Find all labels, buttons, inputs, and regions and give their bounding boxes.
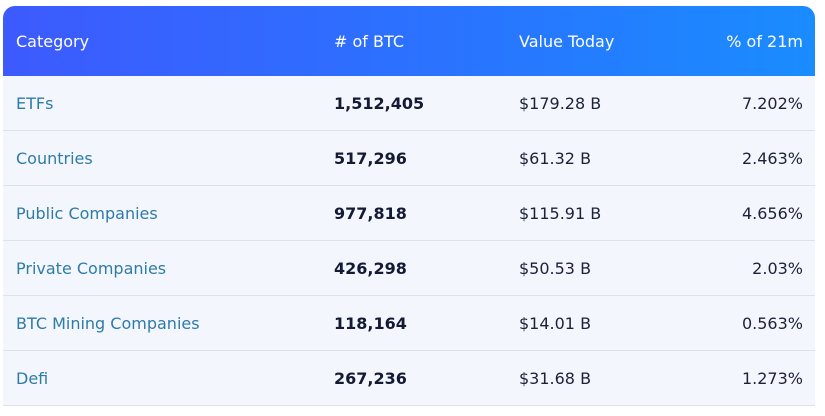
percent-supply: 4.656% xyxy=(741,203,803,223)
header-cell: # of BTC xyxy=(334,31,404,51)
btc-amount: 118,164 xyxy=(334,313,407,333)
btc-amount: 426,298 xyxy=(334,258,407,278)
percent-supply: 1.273% xyxy=(741,368,803,388)
btc-amount: 267,236 xyxy=(334,368,407,388)
value-today: $61.32 B xyxy=(519,148,592,168)
table-row: Defi 267,236 $31.68 B 1.273% xyxy=(3,351,815,406)
category-link[interactable]: Public Companies xyxy=(16,203,158,223)
percent-supply: 2.463% xyxy=(741,148,803,168)
percent-supply: 7.202% xyxy=(741,93,803,113)
header-cell: Category xyxy=(16,31,90,51)
category-link[interactable]: ETFs xyxy=(16,93,54,113)
value-today: $50.53 B xyxy=(519,258,592,278)
value-today: $31.68 B xyxy=(519,368,592,388)
table-row: ETFs 1,512,405 $179.28 B 7.202% xyxy=(3,76,815,131)
value-today: $14.01 B xyxy=(519,313,592,333)
table-header: Category # of BTC Value Today % of 21m xyxy=(3,6,815,76)
percent-supply: 2.03% xyxy=(752,258,803,278)
header-cell: % of 21m xyxy=(726,31,803,51)
table-body: ETFs 1,512,405 $179.28 B 7.202% Countries 517… xyxy=(3,76,815,406)
table-row: BTC Mining Companies 118,164 $14.01 B 0.563… xyxy=(3,296,815,351)
percent-supply: 0.563% xyxy=(741,313,803,333)
btc-amount: 517,296 xyxy=(334,148,407,168)
holdings-table: Category # of BTC Value Today % of 21m ETFs… xyxy=(3,6,815,406)
table-row: Public Companies 977,818 $115.91 B 4.656% xyxy=(3,186,815,241)
category-link[interactable]: Private Companies xyxy=(16,258,167,278)
category-link[interactable]: Defi xyxy=(16,368,49,388)
header-cell: Value Today xyxy=(519,31,615,51)
value-today: $115.91 B xyxy=(519,203,602,223)
table-row: Private Companies 426,298 $50.53 B 2.03% xyxy=(3,241,815,296)
btc-amount: 977,818 xyxy=(334,203,407,223)
table-row: Countries 517,296 $61.32 B 2.463% xyxy=(3,131,815,186)
btc-amount: 1,512,405 xyxy=(334,93,425,113)
value-today: $179.28 B xyxy=(519,93,602,113)
category-link[interactable]: BTC Mining Companies xyxy=(16,313,200,333)
category-link[interactable]: Countries xyxy=(16,148,93,168)
